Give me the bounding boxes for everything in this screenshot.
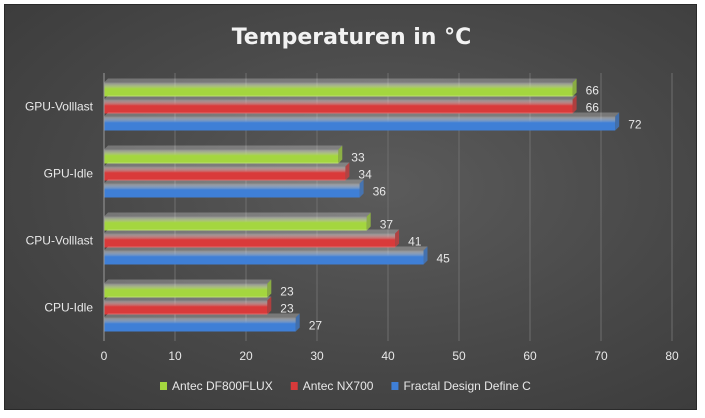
legend-label: Fractal Design Define C <box>403 379 531 393</box>
bar-side <box>615 112 620 131</box>
legend-label: Antec DF800FLUX <box>172 379 273 393</box>
bar-top <box>104 112 620 117</box>
bar-side <box>345 162 350 181</box>
bar-top <box>104 279 272 284</box>
x-tick-label: 10 <box>168 349 182 363</box>
category-label: CPU-Volllast <box>26 234 94 248</box>
legend-swatch <box>160 382 167 390</box>
bar-top <box>104 212 371 217</box>
bar-top <box>104 296 272 301</box>
bar-top <box>104 78 577 83</box>
category-label: CPU-Idle <box>44 301 93 315</box>
bar-antec-df800flux-cpu-idle <box>104 283 268 298</box>
x-tick-label: 20 <box>239 349 253 363</box>
bar-top <box>104 179 364 184</box>
bar-side <box>338 145 343 164</box>
x-tick-label: 80 <box>665 349 679 363</box>
data-label: 66 <box>586 101 600 115</box>
bar-side <box>366 212 371 231</box>
bar-antec-df800flux-gpu-volllast <box>104 82 573 97</box>
bar-side <box>572 95 577 114</box>
data-label: 72 <box>628 118 642 132</box>
data-label: 36 <box>373 185 387 199</box>
data-label: 34 <box>358 168 372 182</box>
data-label: 66 <box>586 84 600 98</box>
bar-side <box>267 279 272 298</box>
bar-antec-nx700-gpu-idle <box>104 166 346 181</box>
chart-frame: Temperaturen in °C 66 66 72 33 34 36 37 41 45 23 2… <box>4 4 697 410</box>
bar-antec-nx700-gpu-volllast <box>104 99 573 114</box>
bar-side <box>423 246 428 265</box>
data-label: 45 <box>437 252 451 266</box>
category-label: GPU-Idle <box>44 167 94 181</box>
data-label: 37 <box>380 218 394 232</box>
category-label: GPU-Volllast <box>25 100 94 114</box>
bar-top <box>104 162 350 167</box>
bar-side <box>572 78 577 97</box>
data-label: 23 <box>280 285 294 299</box>
legend-swatch <box>290 382 298 390</box>
data-label: 33 <box>351 151 365 165</box>
bar-antec-nx700-cpu-idle <box>104 300 268 315</box>
x-tick-label: 60 <box>523 349 537 363</box>
bar-side <box>395 229 400 248</box>
bar-antec-df800flux-cpu-volllast <box>104 216 367 231</box>
legend-swatch <box>391 382 399 390</box>
bar-top <box>104 313 300 318</box>
bar-fractal-design-define-c-cpu-idle <box>104 317 296 332</box>
bar-antec-nx700-cpu-volllast <box>104 233 396 248</box>
x-tick-label: 50 <box>452 349 466 363</box>
x-tick-label: 0 <box>101 349 108 363</box>
bar-antec-df800flux-gpu-idle <box>104 149 339 164</box>
bar-top <box>104 229 400 234</box>
data-label: 27 <box>309 319 323 333</box>
bar-fractal-design-define-c-cpu-volllast <box>104 250 424 265</box>
bar-top <box>104 246 428 251</box>
bar-fractal-design-define-c-gpu-volllast <box>104 116 616 131</box>
data-label: 41 <box>408 235 422 249</box>
legend-label: Antec NX700 <box>303 379 374 393</box>
bar-top <box>104 145 343 150</box>
bar-fractal-design-define-c-gpu-idle <box>104 183 360 198</box>
bar-top <box>104 95 577 100</box>
x-tick-label: 40 <box>381 349 395 363</box>
bar-side <box>267 296 272 315</box>
bar-side <box>359 179 364 198</box>
chart-title: Temperaturen in °C <box>231 25 472 50</box>
data-label: 23 <box>280 302 294 316</box>
x-tick-label: 30 <box>310 349 324 363</box>
bar-side <box>295 313 300 332</box>
x-tick-label: 70 <box>594 349 608 363</box>
